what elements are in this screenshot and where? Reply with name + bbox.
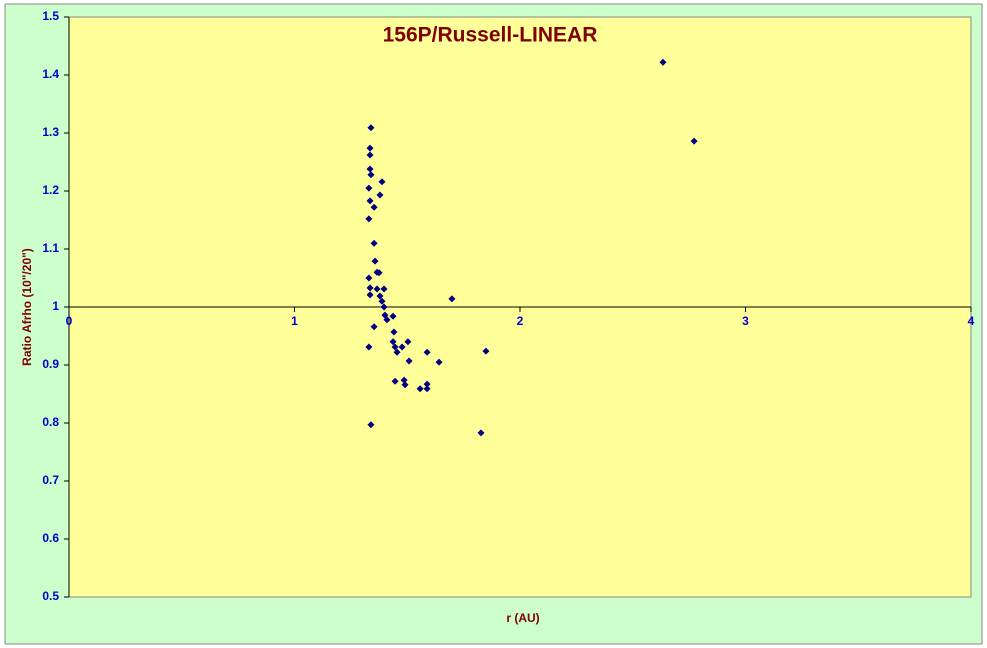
- point: [400, 376, 408, 384]
- y-tick-label: 1.5: [42, 9, 59, 23]
- point: [383, 316, 391, 324]
- point: [367, 171, 375, 179]
- point: [371, 257, 379, 265]
- point: [423, 380, 431, 388]
- point: [391, 343, 399, 351]
- point: [366, 284, 374, 292]
- point: [435, 358, 443, 366]
- y-tick-label: 1: [52, 299, 59, 313]
- point: [482, 347, 490, 355]
- point: [376, 191, 384, 199]
- y-tick-label: 1.2: [42, 183, 59, 197]
- y-tick-label: 0.7: [42, 473, 59, 487]
- point: [423, 385, 431, 393]
- point: [366, 291, 374, 299]
- point: [367, 124, 375, 132]
- y-tick-label: 1.3: [42, 125, 59, 139]
- point: [373, 285, 381, 293]
- point: [391, 377, 399, 385]
- point: [398, 343, 406, 351]
- x-tick-label: 1: [291, 314, 298, 328]
- x-tick-label: 0: [66, 314, 73, 328]
- point: [389, 312, 397, 320]
- point: [405, 357, 413, 365]
- x-tick-label: 3: [742, 314, 749, 328]
- point: [416, 385, 424, 393]
- point: [380, 285, 388, 293]
- point: [366, 144, 374, 152]
- point: [366, 197, 374, 205]
- point: [370, 239, 378, 247]
- point: [378, 297, 386, 305]
- point: [365, 343, 373, 351]
- y-tick-label: 0.8: [42, 415, 59, 429]
- point: [393, 348, 401, 356]
- point: [423, 348, 431, 356]
- point: [659, 58, 667, 66]
- point: [448, 295, 456, 303]
- point: [389, 338, 397, 346]
- point: [366, 151, 374, 159]
- point: [401, 381, 409, 389]
- point: [375, 269, 383, 277]
- y-tick-label: 0.9: [42, 357, 59, 371]
- point: [404, 338, 412, 346]
- point: [378, 178, 386, 186]
- x-tick-label: 2: [517, 314, 524, 328]
- point: [365, 184, 373, 192]
- point: [477, 429, 485, 437]
- point: [365, 215, 373, 223]
- y-tick-label: 1.1: [42, 241, 59, 255]
- y-tick-label: 0.6: [42, 531, 59, 545]
- point: [390, 328, 398, 336]
- point: [365, 274, 373, 282]
- point: [366, 165, 374, 173]
- x-axis-label: r (AU): [506, 611, 539, 625]
- point: [367, 421, 375, 429]
- point: [690, 137, 698, 145]
- chart-title: 156P/Russell-LINEAR: [383, 24, 598, 47]
- x-tick-label: 4: [968, 314, 975, 328]
- point: [370, 203, 378, 211]
- y-tick-label: 1.4: [42, 67, 59, 81]
- point: [380, 303, 388, 311]
- point: [370, 323, 378, 331]
- y-tick-label: 0.5: [42, 589, 59, 603]
- y-axis-label: Ratio Afrho (10"/20"): [20, 248, 34, 366]
- point: [376, 292, 384, 300]
